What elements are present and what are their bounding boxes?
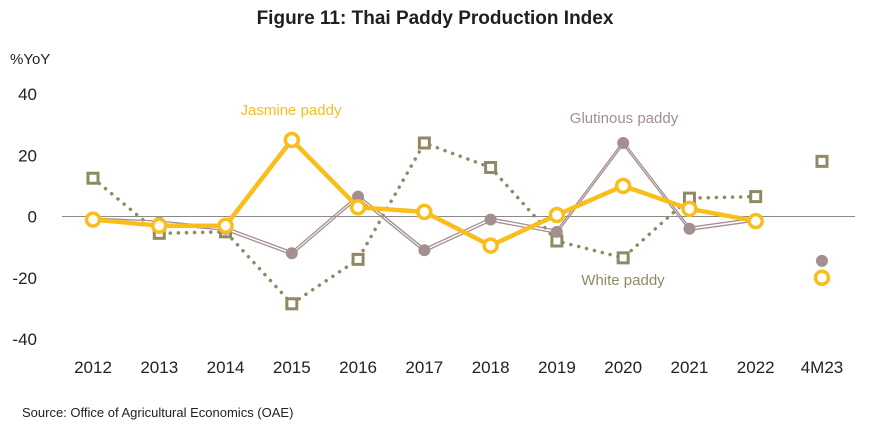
jasmine-paddy-point — [217, 217, 234, 234]
jasmine-paddy-label: Jasmine paddy — [241, 102, 342, 119]
jasmine-paddy-point — [681, 200, 698, 218]
series-labels: Jasmine paddy Glutinous paddy White paddy — [241, 102, 679, 289]
x-tick-label: 2020 — [604, 358, 642, 377]
series-layer — [84, 131, 831, 311]
glutinous-paddy-point — [418, 244, 431, 257]
x-tick-label: 2019 — [538, 358, 576, 377]
glutinous-paddy-point — [683, 222, 696, 235]
x-tick-label: 2021 — [671, 358, 709, 377]
white-paddy-label: White paddy — [581, 272, 665, 289]
x-tick-label: 2017 — [405, 358, 443, 377]
jasmine-paddy-point — [84, 211, 102, 228]
jasmine-paddy-point — [813, 269, 831, 286]
x-tick-label: 2013 — [140, 358, 178, 377]
y-axis-unit-label: %YoY — [10, 51, 50, 68]
jasmine-paddy-point — [548, 206, 566, 224]
jasmine-paddy-point — [614, 177, 632, 195]
white-paddy-point — [285, 297, 299, 311]
jasmine-paddy-point — [416, 203, 433, 221]
white-paddy-point — [749, 190, 763, 204]
x-tick-label: 4M23 — [801, 358, 844, 377]
x-tick-label: 2012 — [74, 358, 112, 377]
glutinous-paddy-label: Glutinous paddy — [570, 110, 679, 127]
white-paddy-point — [86, 171, 100, 185]
glutinous-paddy-point — [617, 137, 630, 149]
x-tick-label: 2015 — [273, 358, 311, 377]
white-paddy-point — [815, 154, 829, 168]
chart-title: Figure 11: Thai Paddy Production Index — [256, 8, 614, 29]
glutinous-paddy-point — [550, 225, 563, 238]
white-paddy-point — [616, 251, 630, 265]
white-paddy-point — [351, 252, 365, 266]
x-tick-label: 2018 — [472, 358, 510, 377]
jasmine-paddy-point — [151, 217, 168, 234]
y-axis-ticks: 40 20 0 -20 -40 — [12, 85, 37, 349]
y-tick-label: 20 — [18, 146, 37, 165]
x-tick-label: 2022 — [737, 358, 775, 377]
series-jasmine-paddy — [84, 131, 831, 286]
y-tick-label: 40 — [18, 85, 37, 104]
white-paddy-point — [484, 161, 498, 174]
glutinous-paddy-point — [285, 247, 298, 260]
series-glutinous-paddy — [87, 137, 828, 267]
y-tick-label: -40 — [12, 330, 37, 349]
x-axis-ticks: 2012 2013 2014 2015 2016 2017 2018 2019 2020 2021… — [74, 358, 843, 377]
series-white-paddy — [86, 136, 829, 311]
glutinous-paddy-point — [815, 254, 828, 267]
jasmine-paddy-point — [747, 212, 764, 230]
jasmine-paddy-point — [283, 131, 301, 149]
glutinous-paddy-point — [352, 190, 365, 203]
y-tick-label: -20 — [12, 269, 37, 288]
x-tick-label: 2016 — [339, 358, 377, 377]
y-tick-label: 0 — [28, 208, 37, 227]
jasmine-paddy-point — [482, 237, 499, 254]
source-note: Source: Office of Agricultural Economics… — [22, 405, 294, 420]
white-paddy-point — [417, 136, 431, 150]
jasmine-paddy-point — [349, 199, 367, 216]
white-paddy-line — [91, 140, 758, 307]
x-tick-label: 2014 — [207, 358, 245, 377]
glutinous-paddy-point — [484, 213, 497, 226]
